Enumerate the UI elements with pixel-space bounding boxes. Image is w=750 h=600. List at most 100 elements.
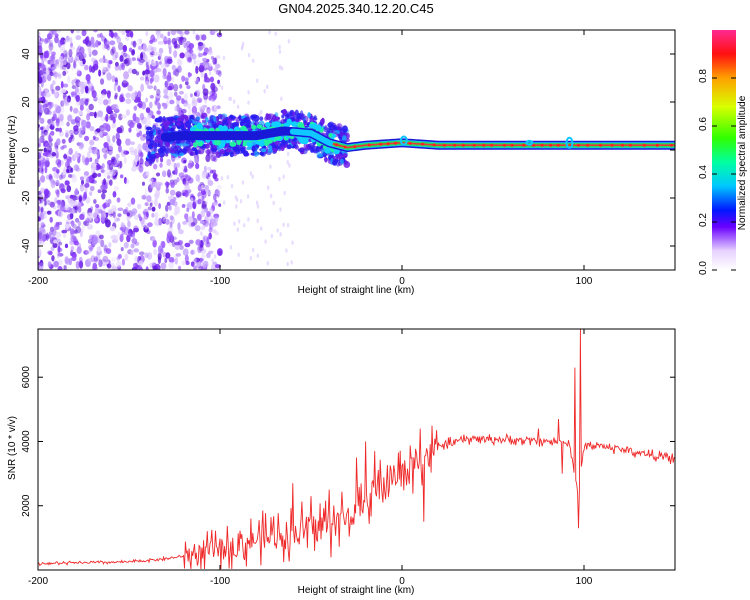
spectrogram-noise-speckle [66, 185, 72, 193]
spectrogram-noise-speckle [152, 237, 156, 241]
spectrogram-band-peak [265, 122, 271, 128]
spectrogram-noise-speckle [204, 64, 209, 69]
spectrogram-noise-speckle [188, 42, 195, 50]
spectrogram-noise-speckle [85, 217, 90, 223]
spectrogram-noise-speckle [96, 246, 102, 253]
spectrogram-noise-speckle [145, 266, 149, 270]
spectrogram-noise-speckle [107, 198, 112, 205]
spectrogram-noise-speckle [100, 116, 106, 122]
spectrogram-noise-speckle [130, 50, 135, 56]
spectrogram-noise-speckle [176, 59, 183, 66]
spectrogram-noise-speckle [38, 69, 44, 76]
spectrogram-noise-speckle [48, 42, 54, 51]
spectrogram-noise-speckle [67, 55, 74, 64]
spectrogram-noise-speckle [90, 57, 96, 63]
spectrogram-noise-speckle [132, 40, 137, 48]
spectrogram-noise-speckle [145, 30, 149, 37]
spectrogram-noise-speckle [171, 37, 177, 45]
spectrogram-noise-speckle [151, 183, 155, 188]
spectrogram-core-dot [510, 143, 514, 147]
spectrogram-noise-speckle [71, 154, 77, 162]
spectrogram-core-dot [490, 143, 494, 147]
spectrogram-band-speckle [186, 149, 193, 154]
spectrogram-band-speckle [342, 135, 347, 142]
spectrogram-noise-speckle [138, 61, 144, 66]
spectrogram-x-label: Height of straight line (km) [298, 285, 415, 296]
spectrogram-noise-speckle [52, 113, 58, 121]
spectrogram-noise-speckle [69, 220, 75, 225]
spectrogram-noise-speckle [145, 80, 150, 86]
spectrogram-noise-speckle [151, 212, 155, 218]
spectrogram-noise-speckle [54, 210, 59, 215]
spectrogram-noise-speckle [114, 216, 118, 223]
spectrogram-noise-speckle [117, 207, 124, 212]
spectrogram-noise-speckle [116, 217, 120, 222]
spectrogram-noise-speckle [195, 111, 201, 117]
spectrogram-noise-speckle [160, 262, 167, 270]
spectrogram-noise-speckle [163, 36, 169, 42]
spectrogram-noise-speckle [47, 261, 52, 268]
spectrogram-noise-speckle [55, 72, 61, 77]
spectrogram-core-dot [669, 143, 673, 147]
spectrogram-noise-speckle [151, 115, 156, 119]
spectrogram-noise-speckle [276, 228, 279, 233]
spectrogram-noise-speckle [43, 200, 47, 206]
spectrogram-noise-speckle [78, 54, 85, 62]
spectrogram-noise-speckle [74, 188, 79, 196]
spectrogram-noise-speckle [101, 163, 105, 169]
spectrogram-noise-speckle [38, 231, 43, 240]
spectrogram-noise-speckle [148, 101, 153, 109]
spectrogram-noise-speckle [121, 229, 126, 236]
spectrogram-noise-speckle [195, 65, 199, 74]
spectrogram-noise-speckle [111, 122, 117, 129]
spectrogram-noise-speckle [63, 232, 67, 238]
spectrogram-noise-speckle [110, 48, 115, 56]
spectrogram-noise-speckle [40, 175, 46, 183]
spectrogram-noise-speckle [94, 149, 100, 158]
spectrogram-core-dot [540, 143, 544, 147]
spectrogram-feature [525, 139, 534, 146]
spectrogram-noise-speckle [184, 51, 190, 58]
spectrogram-noise-speckle [97, 96, 104, 105]
spectrogram-noise-speckle [51, 120, 55, 127]
spectrogram-noise-speckle [195, 174, 200, 182]
spectrogram-noise-speckle [137, 90, 142, 99]
spectrogram-noise-speckle [53, 89, 58, 98]
spectrogram-noise-speckle [247, 52, 251, 58]
spectrogram-noise-speckle [38, 36, 41, 42]
spectrogram-noise-speckle [60, 100, 65, 107]
spectrogram-band-speckle [286, 144, 292, 150]
spectrogram-noise-speckle [106, 134, 110, 141]
spectrogram-noise-speckle [170, 30, 177, 36]
spectrogram-noise-speckle [114, 77, 118, 83]
spectrogram-noise-speckle [139, 112, 145, 121]
spectrogram-noise-speckle [49, 59, 54, 66]
spectrogram-noise-speckle [95, 230, 101, 237]
colorbar-gradient [712, 30, 736, 270]
spectrogram-noise-speckle [165, 213, 169, 219]
spectrogram-noise-speckle [123, 150, 130, 155]
colorbar-tick-label: 0.4 [698, 165, 709, 179]
spectrogram-band-speckle [153, 147, 158, 153]
spectrogram-noise-speckle [199, 258, 203, 263]
spectrogram-band-peak [240, 125, 247, 131]
spectrogram-noise-speckle [121, 149, 127, 157]
spectrogram-noise-speckle [212, 30, 218, 33]
spectrogram-noise-speckle [212, 104, 218, 113]
spectrogram-noise-speckle [187, 71, 191, 78]
spectrogram-noise-speckle [38, 31, 41, 37]
spectrogram-noise-speckle [184, 174, 189, 179]
spectrogram-noise-speckle [190, 222, 196, 227]
spectrogram-y-tick-label: 20 [21, 96, 32, 108]
spectrogram-noise-speckle [74, 151, 78, 158]
spectrogram-noise-speckle [146, 172, 150, 177]
spectrogram-band-speckle [196, 116, 201, 121]
spectrogram-band-speckle [342, 152, 348, 159]
spectrogram-noise-speckle [186, 85, 191, 90]
spectrogram-noise-speckle [279, 232, 282, 237]
spectrogram-band-speckle [291, 117, 296, 123]
spectrogram-noise-speckle [77, 206, 82, 213]
spectrogram-noise-speckle [52, 71, 57, 76]
spectrogram-noise-speckle [176, 193, 180, 199]
